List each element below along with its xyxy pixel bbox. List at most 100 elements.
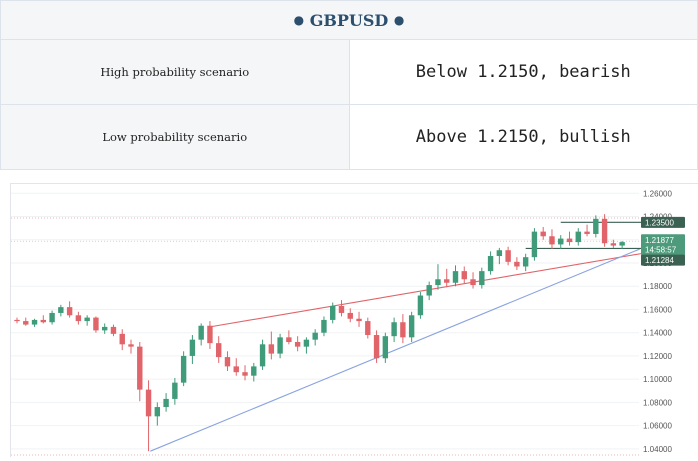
candle-body [479, 271, 485, 286]
blue-trendline [150, 248, 640, 452]
current-price-label: 1.21877 [645, 236, 674, 245]
candle-body [435, 279, 441, 286]
candle-body [400, 322, 406, 338]
candle-body [102, 326, 108, 331]
candle-body [584, 231, 590, 234]
y-tick-label: 1.04000 [643, 445, 672, 454]
candle-body [303, 339, 310, 347]
candle-body [145, 389, 152, 417]
y-tick-label: 1.06000 [643, 422, 672, 431]
red-trendline [209, 247, 675, 328]
y-tick-label: 1.12000 [643, 352, 672, 361]
candle-body [382, 336, 389, 359]
price-chart[interactable]: 1.260001.240001.220001.200001.180001.160… [10, 183, 698, 457]
scenario-label: Low probability scenario [0, 104, 350, 170]
bullet-left-icon: ● [293, 12, 305, 27]
candle-body [251, 366, 257, 376]
candle-body [119, 333, 125, 345]
y-tick-label: 1.26000 [643, 189, 672, 198]
candle-body [365, 321, 371, 336]
candle-body [330, 305, 336, 320]
candle-body [312, 332, 318, 340]
resistance-level-tag [641, 216, 685, 228]
countdown-label: 14:58:57 [645, 246, 677, 255]
candle-body [233, 366, 239, 373]
candle-body [58, 307, 64, 313]
candle-body [356, 318, 362, 322]
candle-body [84, 317, 90, 322]
candle-body [277, 337, 283, 354]
candle-body [128, 344, 134, 347]
candle-body [566, 238, 573, 243]
candle-body [198, 325, 204, 340]
candle-body [601, 218, 608, 244]
candle-body [189, 339, 196, 356]
candle-body [180, 355, 187, 383]
title-cell: ● GBPUSD ● [0, 0, 698, 40]
support-level-tag [641, 254, 685, 266]
candle-body [93, 317, 99, 331]
scenario-row-high: High probability scenario Below 1.2150, … [0, 39, 698, 105]
candle-body [610, 243, 617, 246]
bullet-right-icon: ● [393, 12, 405, 27]
candle-body [154, 407, 161, 417]
candle-body [505, 250, 511, 262]
candle-body [593, 218, 599, 234]
candle-body [426, 285, 432, 296]
candle-body [75, 315, 82, 322]
scenario-value: Above 1.2150, bullish [348, 104, 698, 170]
chart-svg: 1.260001.240001.220001.200001.180001.160… [11, 189, 685, 456]
scenario-value: Below 1.2150, bearish [348, 39, 698, 105]
candle-body [286, 337, 292, 342]
y-tick-label: 1.10000 [643, 375, 672, 384]
candle-body [531, 231, 538, 258]
y-tick-label: 1.08000 [643, 398, 672, 407]
countdown-tag [641, 244, 685, 256]
candle-body [575, 231, 581, 243]
candle-body [496, 250, 503, 257]
candle-body [23, 321, 29, 325]
candle-body [216, 343, 222, 358]
candle-body [487, 256, 494, 272]
candle-body [137, 346, 143, 390]
scenario-label: High probability scenario [0, 39, 350, 105]
candle-body [444, 279, 450, 283]
candle-body [373, 335, 380, 359]
candle-body [417, 295, 424, 316]
candle-body [40, 319, 47, 323]
candle-body [31, 319, 38, 325]
candle-body [619, 242, 625, 246]
candle-body [452, 271, 459, 283]
candle-body [224, 357, 231, 367]
candle-body [163, 398, 169, 408]
candle-body [49, 312, 55, 323]
candle-body [207, 325, 213, 344]
candle-body [259, 344, 266, 367]
current-price-tag [641, 234, 685, 246]
candle-body [66, 307, 73, 316]
candle-body [558, 238, 564, 245]
candle-body [242, 372, 248, 376]
candle-body [14, 319, 20, 322]
candle-body [294, 341, 301, 347]
candle-body [347, 312, 353, 319]
candle-body [391, 322, 397, 337]
symbol-title: GBPUSD [309, 10, 389, 30]
candle-body [549, 236, 555, 245]
candle-body [321, 319, 327, 333]
resistance-level-label: 1.23500 [645, 218, 674, 227]
scenario-row-low: Low probability scenario Above 1.2150, b… [0, 104, 698, 170]
candle-body [461, 271, 467, 280]
y-tick-label: 1.14000 [643, 329, 672, 338]
y-tick-label: 1.18000 [643, 282, 672, 291]
scenario-table: ● GBPUSD ● High probability scenario Bel… [0, 0, 698, 170]
candle-body [522, 257, 529, 267]
candle-body [514, 261, 520, 267]
candle-body [110, 326, 117, 334]
candle-body [268, 344, 275, 354]
candle-body [540, 231, 546, 237]
candle-body [172, 382, 178, 399]
candle-body [408, 315, 415, 338]
candle-body [338, 305, 345, 313]
